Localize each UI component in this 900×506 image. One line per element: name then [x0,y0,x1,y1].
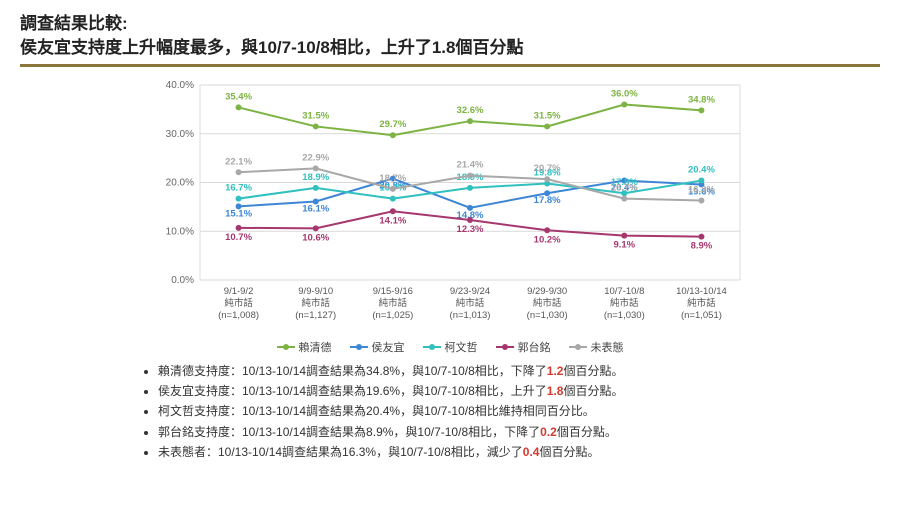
svg-text:純市話: 純市話 [379,297,408,309]
svg-text:20.4%: 20.4% [688,164,715,175]
svg-text:20.0%: 20.0% [166,177,194,188]
svg-text:10.2%: 10.2% [534,234,561,245]
svg-text:10.6%: 10.6% [302,232,329,243]
svg-text:20.7%: 20.7% [534,163,561,174]
legend-item: 侯友宜 [350,339,405,355]
svg-text:0.0%: 0.0% [171,275,194,286]
svg-text:36.0%: 36.0% [611,88,638,99]
chart-legend: 賴清德 侯友宜 柯文哲 郭台銘 未表態 [20,339,880,355]
svg-text:純市話: 純市話 [610,297,639,309]
svg-text:(n=1,025): (n=1,025) [372,310,413,321]
svg-text:9/1-9/2: 9/1-9/2 [224,286,254,297]
svg-text:(n=1,030): (n=1,030) [527,310,568,321]
svg-text:10/13-10/14: 10/13-10/14 [676,286,727,297]
svg-text:9/15-9/16: 9/15-9/16 [373,286,413,297]
svg-text:10.7%: 10.7% [225,231,252,242]
svg-text:(n=1,030): (n=1,030) [604,310,645,321]
svg-text:32.6%: 32.6% [457,105,484,116]
svg-text:40.0%: 40.0% [166,80,194,91]
svg-text:10.0%: 10.0% [166,226,194,237]
legend-item: 柯文哲 [423,339,478,355]
legend-item: 賴清德 [277,339,332,355]
svg-text:18.9%: 18.9% [302,171,329,182]
svg-text:34.8%: 34.8% [688,94,715,105]
summary-bullet: 柯文哲支持度：10/13-10/14調查結果為20.4%，與10/7-10/8相… [158,401,800,421]
svg-text:純市話: 純市話 [533,297,562,309]
svg-text:9/9-9/10: 9/9-9/10 [298,286,333,297]
svg-text:16.3%: 16.3% [688,184,715,195]
legend-item: 郭台銘 [496,339,551,355]
gold-divider [20,64,880,67]
svg-text:15.1%: 15.1% [225,208,252,219]
svg-text:30.0%: 30.0% [166,128,194,139]
svg-text:9.1%: 9.1% [613,239,635,250]
svg-text:純市話: 純市話 [456,297,485,309]
svg-text:31.5%: 31.5% [302,110,329,121]
svg-text:10/7-10/8: 10/7-10/8 [604,286,644,297]
svg-text:22.9%: 22.9% [302,152,329,163]
page-title: 調查結果比較: 侯友宜支持度上升幅度最多，與10/7-10/8相比，上升了1.8… [20,12,880,60]
svg-text:純市話: 純市話 [224,297,253,309]
svg-text:31.5%: 31.5% [534,110,561,121]
svg-text:18.7%: 18.7% [379,172,406,183]
svg-text:8.9%: 8.9% [691,240,713,251]
svg-text:35.4%: 35.4% [225,91,252,102]
line-chart: 0.0%10.0%20.0%30.0%40.0%9/1-9/2純市話(n=1,0… [145,75,755,335]
svg-text:(n=1,051): (n=1,051) [681,310,722,321]
svg-text:純市話: 純市話 [301,297,330,309]
svg-text:(n=1,008): (n=1,008) [218,310,259,321]
svg-text:16.1%: 16.1% [302,203,329,214]
svg-text:9/29-9/30: 9/29-9/30 [527,286,567,297]
svg-text:9/23-9/24: 9/23-9/24 [450,286,490,297]
svg-text:21.4%: 21.4% [457,159,484,170]
svg-text:(n=1,013): (n=1,013) [450,310,491,321]
svg-text:17.8%: 17.8% [534,195,561,206]
summary-bullets: 賴清德支持度：10/13-10/14調查結果為34.8%，與10/7-10/8相… [100,361,800,463]
svg-text:12.3%: 12.3% [457,224,484,235]
summary-bullet: 郭台銘支持度：10/13-10/14調查結果為8.9%，與10/7-10/8相比… [158,422,800,442]
svg-text:(n=1,127): (n=1,127) [295,310,336,321]
svg-text:16.7%: 16.7% [611,182,638,193]
svg-text:29.7%: 29.7% [379,119,406,130]
legend-item: 未表態 [569,339,624,355]
svg-text:22.1%: 22.1% [225,156,252,167]
summary-bullet: 侯友宜支持度：10/13-10/14調查結果為19.6%，與10/7-10/8相… [158,381,800,401]
svg-text:16.7%: 16.7% [225,182,252,193]
summary-bullet: 賴清德支持度：10/13-10/14調查結果為34.8%，與10/7-10/8相… [158,361,800,381]
summary-bullet: 未表態者：10/13-10/14調查結果為16.3%，與10/7-10/8相比，… [158,442,800,462]
svg-text:純市話: 純市話 [687,297,716,309]
svg-text:14.1%: 14.1% [379,215,406,226]
